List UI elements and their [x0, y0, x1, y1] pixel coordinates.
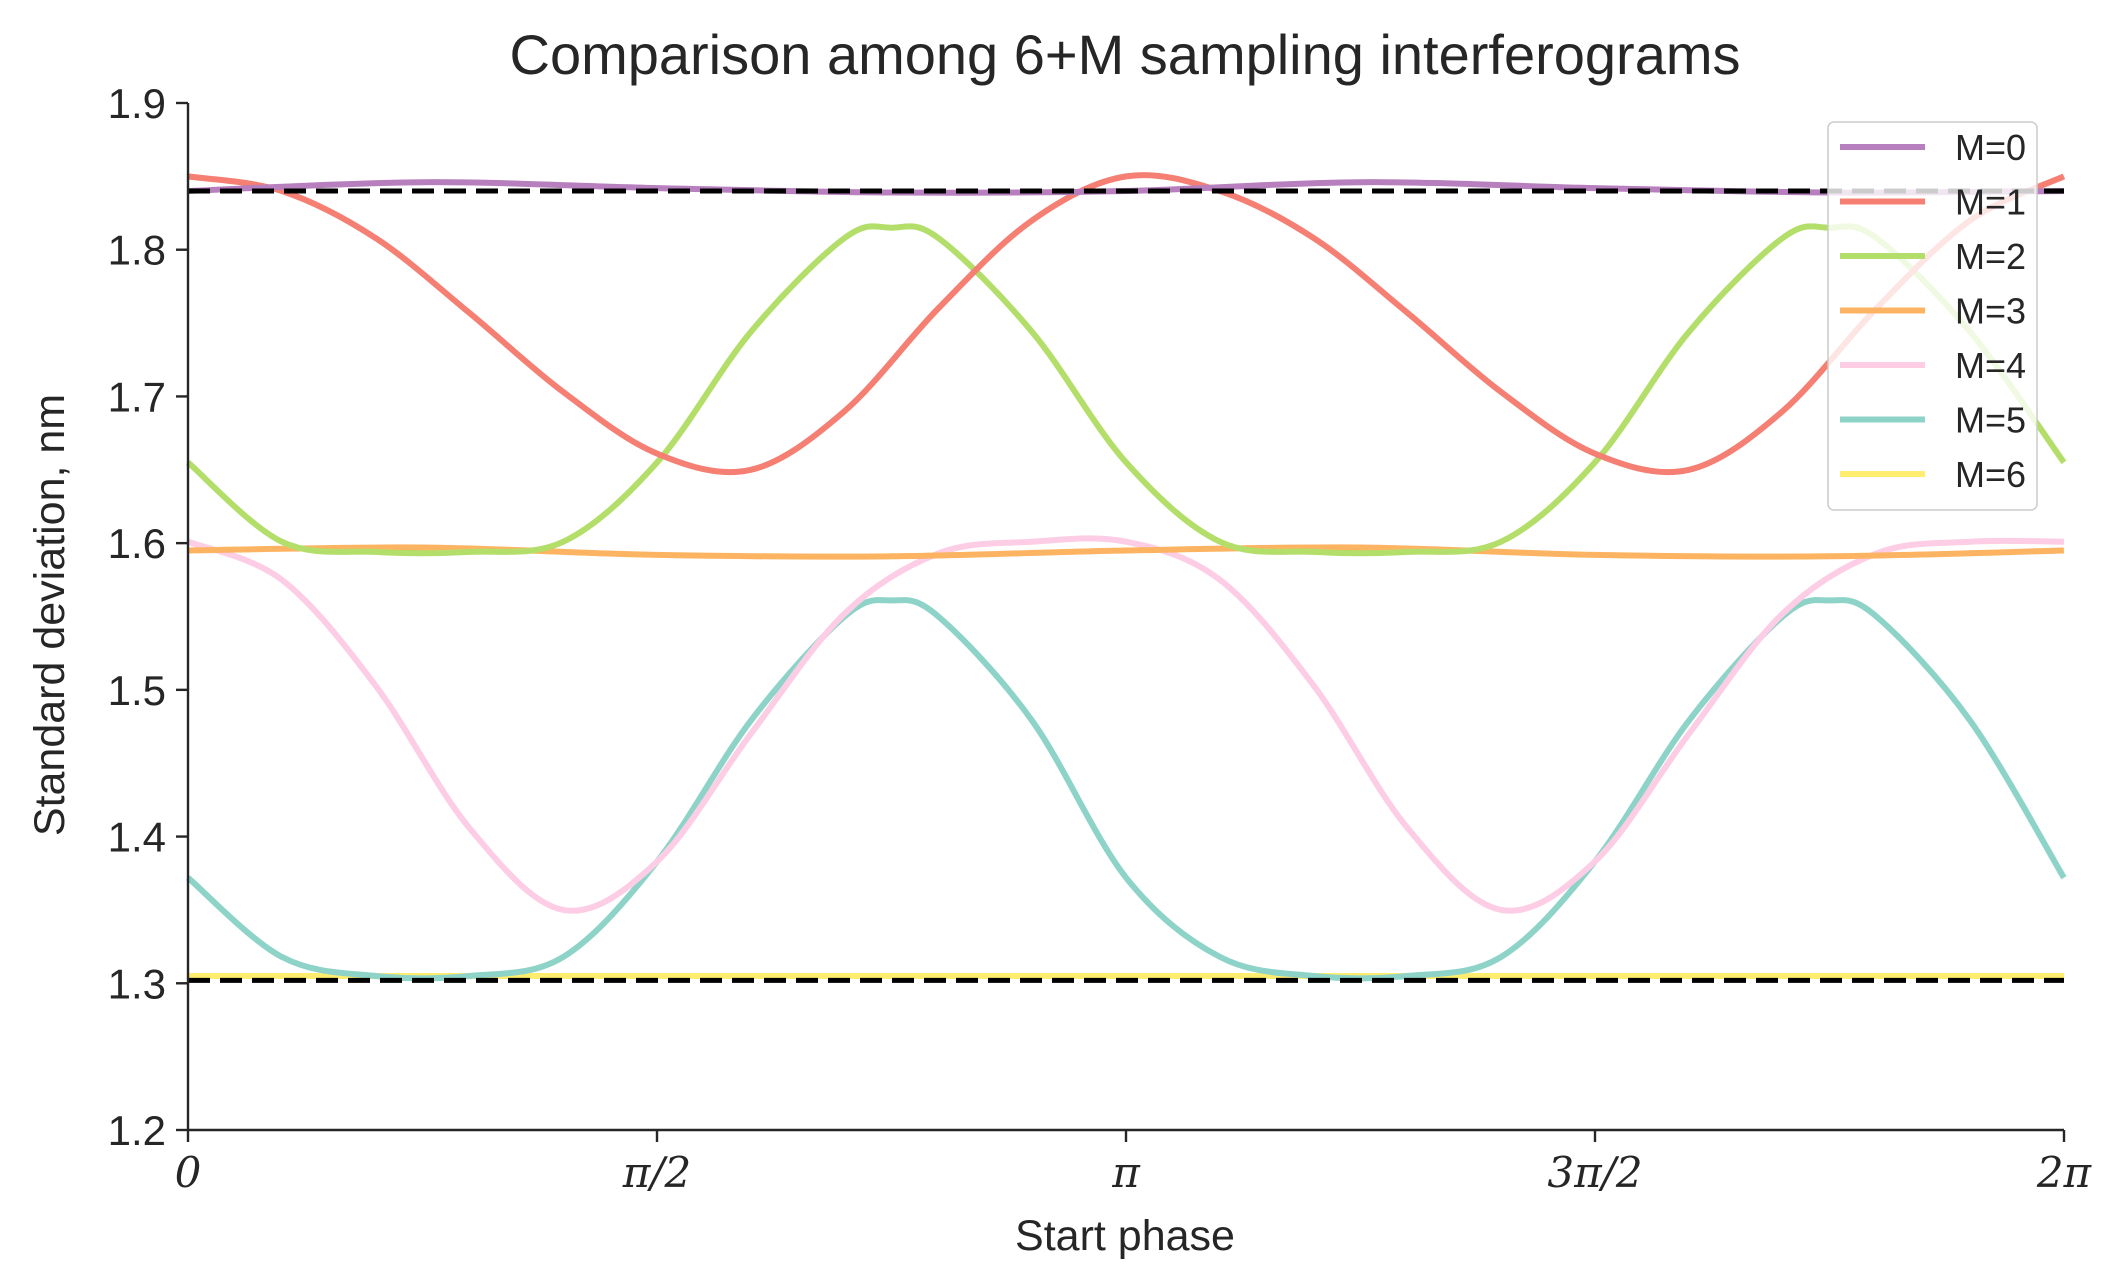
plot-area: [186, 172, 2067, 983]
y-tick-label: 1.8: [108, 227, 166, 274]
x-tick-label: π/2: [622, 1148, 691, 1197]
legend-box: [1827, 121, 2038, 511]
y-tick-label: 1.2: [108, 1107, 166, 1154]
y-tick-label: 1.7: [108, 373, 166, 420]
legend-label: M=0: [1955, 127, 2026, 168]
legend-label: M=1: [1955, 182, 2026, 223]
y-ticks: 1.2 1.3 1.4 1.5 1.6 1.7 1.8 1.9: [108, 80, 188, 1154]
legend-label: M=5: [1955, 400, 2026, 441]
y-axis-label: Standard deviation, nm: [26, 394, 74, 836]
y-tick-label: 1.3: [108, 960, 166, 1007]
legend: M=0 M=1 M=2 M=3 M=4 M=5 M=6: [1827, 121, 2038, 511]
legend-entries: M=0 M=1 M=2 M=3 M=4 M=5 M=6: [1840, 127, 2026, 495]
axes: 1.2 1.3 1.4 1.5 1.6 1.7 1.8 1.9 0 π/2 π 3π/2 2π: [108, 80, 2093, 1197]
reference-lines: [188, 188, 2064, 983]
x-tick-label: π: [1111, 1148, 1141, 1197]
series-line-m2: [186, 223, 2067, 557]
legend-label: M=2: [1955, 236, 2026, 277]
series-line-m4: [186, 535, 2064, 914]
x-tick-label: 3π/2: [1547, 1148, 1642, 1197]
y-tick-label: 1.5: [108, 667, 166, 714]
y-tick-label: 1.4: [108, 814, 166, 861]
y-tick-label: 1.9: [108, 80, 166, 127]
legend-label: M=3: [1955, 291, 2026, 332]
x-tick-label: 2π: [2036, 1148, 2093, 1197]
x-ticks: 0 π/2 π 3π/2 2π: [175, 1130, 2093, 1197]
x-tick-label: 0: [175, 1148, 202, 1197]
legend-label: M=6: [1955, 454, 2026, 495]
chart-title: Comparison among 6+M sampling interferog…: [510, 23, 1741, 86]
legend-label: M=4: [1955, 345, 2026, 386]
y-tick-label: 1.6: [108, 520, 166, 567]
x-axis-label: Start phase: [1015, 1212, 1235, 1260]
series-line-m1: [187, 172, 2066, 476]
